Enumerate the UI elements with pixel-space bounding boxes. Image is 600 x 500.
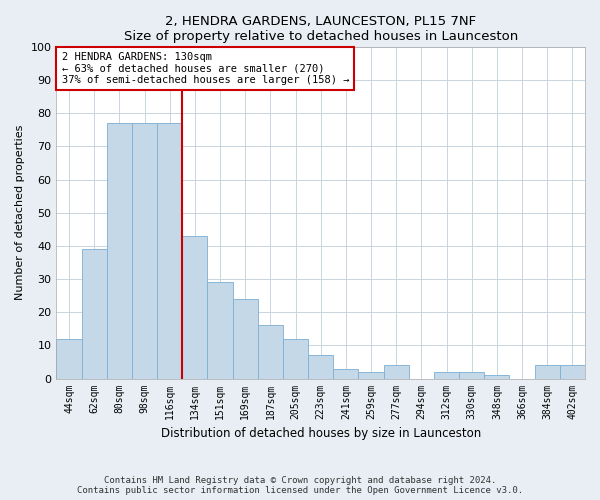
Title: 2, HENDRA GARDENS, LAUNCESTON, PL15 7NF
Size of property relative to detached ho: 2, HENDRA GARDENS, LAUNCESTON, PL15 7NF … <box>124 15 518 43</box>
Bar <box>358 372 383 378</box>
Bar <box>182 236 208 378</box>
Bar <box>459 372 484 378</box>
Bar <box>132 123 157 378</box>
X-axis label: Distribution of detached houses by size in Launceston: Distribution of detached houses by size … <box>161 427 481 440</box>
Bar <box>233 299 258 378</box>
Bar <box>308 356 333 378</box>
Bar <box>283 339 308 378</box>
Bar <box>258 326 283 378</box>
Bar <box>107 123 132 378</box>
Bar <box>56 339 82 378</box>
Bar <box>560 366 585 378</box>
Bar <box>333 368 358 378</box>
Bar <box>208 282 233 378</box>
Bar <box>157 123 182 378</box>
Bar <box>434 372 459 378</box>
Bar <box>484 375 509 378</box>
Bar <box>383 366 409 378</box>
Y-axis label: Number of detached properties: Number of detached properties <box>15 125 25 300</box>
Text: 2 HENDRA GARDENS: 130sqm
← 63% of detached houses are smaller (270)
37% of semi-: 2 HENDRA GARDENS: 130sqm ← 63% of detach… <box>62 52 349 85</box>
Bar <box>82 249 107 378</box>
Bar <box>535 366 560 378</box>
Text: Contains HM Land Registry data © Crown copyright and database right 2024.
Contai: Contains HM Land Registry data © Crown c… <box>77 476 523 495</box>
